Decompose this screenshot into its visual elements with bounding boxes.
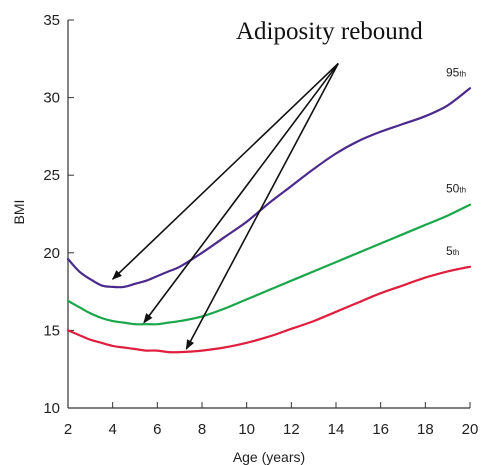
series-label-50th: 50th <box>446 182 466 196</box>
y-tick-label: 20 <box>43 245 60 262</box>
y-axis-title: BMI <box>11 200 27 225</box>
series-line-95th <box>66 87 472 289</box>
y-tick-label: 15 <box>43 322 60 339</box>
y-tick-label: 35 <box>43 12 60 29</box>
x-axis-title: Age (years) <box>233 449 305 465</box>
x-tick-label: 18 <box>417 421 434 438</box>
y-tick-label: 30 <box>43 90 60 107</box>
x-tick-label: 16 <box>372 421 389 438</box>
x-tick-label: 8 <box>198 421 206 438</box>
series-lines <box>66 87 472 354</box>
series-label-5th: 5th <box>446 244 459 258</box>
series-labels: 95th 50th 5th <box>446 65 466 257</box>
series-line-5th <box>66 265 472 354</box>
y-tick-label: 10 <box>43 400 60 417</box>
annotation-arrow <box>185 63 339 350</box>
annotation-arrow <box>143 62 339 324</box>
annotation-arrows <box>111 62 339 350</box>
axes: 10 15 20 25 30 35 2 4 6 8 10 12 14 16 18 20 <box>43 12 478 438</box>
x-tick-label: 2 <box>64 421 72 438</box>
annotation-title: Adiposity rebound <box>236 18 423 45</box>
x-tick-label: 20 <box>462 421 479 438</box>
x-tick-label: 14 <box>328 421 345 438</box>
x-tick-label: 4 <box>108 421 116 438</box>
x-tick-label: 10 <box>238 421 255 438</box>
y-tick-label: 25 <box>43 167 60 184</box>
series-label-95th: 95th <box>446 65 466 79</box>
x-tick-label: 6 <box>153 421 161 438</box>
series-line-50th <box>66 203 472 326</box>
annotation-arrow <box>111 62 339 280</box>
x-tick-label: 12 <box>283 421 300 438</box>
